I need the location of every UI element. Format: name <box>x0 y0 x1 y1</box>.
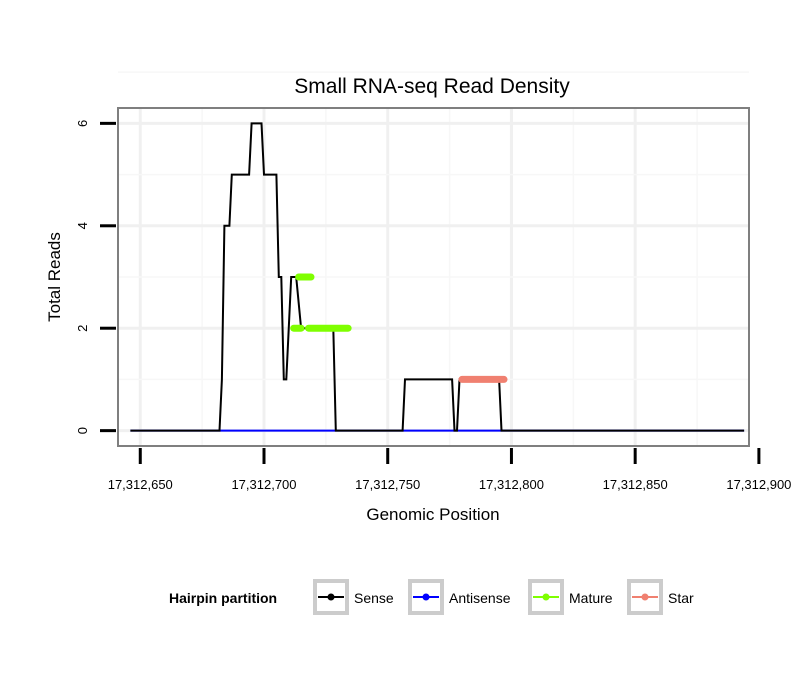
x-tick-label: 17,312,850 <box>603 477 668 492</box>
legend-label: Star <box>668 590 694 606</box>
y-tick-label: 6 <box>75 120 90 127</box>
y-tick-label: 4 <box>75 222 90 229</box>
chart-title: Small RNA-seq Read Density <box>294 75 570 98</box>
legend-key-point <box>422 593 430 601</box>
x-tick-label: 17,312,750 <box>355 477 420 492</box>
grid-lines <box>118 71 749 446</box>
x-axis-title: Genomic Position <box>366 505 499 524</box>
y-axis-title: Total Reads <box>45 232 64 322</box>
axes: 17,312,650 17,312,700 17,312,750 17,312,800… <box>75 120 791 492</box>
legend-key-point <box>542 593 550 601</box>
x-tick-label: 17,312,650 <box>108 477 173 492</box>
legend-key-point <box>327 593 335 601</box>
x-tick-label: 17,312,800 <box>479 477 544 492</box>
legend-item-star: Star <box>627 579 694 615</box>
legend-label: Antisense <box>449 590 511 606</box>
legend-label: Mature <box>569 590 613 606</box>
y-tick-label: 0 <box>75 427 90 434</box>
series-layer <box>130 122 745 432</box>
legend-item-sense: Sense <box>313 579 394 615</box>
y-tick-label: 2 <box>75 325 90 332</box>
sense-line <box>130 122 745 432</box>
panel-border <box>117 107 750 447</box>
x-tick-label: 17,312,900 <box>726 477 791 492</box>
legend-label: Sense <box>354 590 394 606</box>
legend-item-mature: Mature <box>528 579 613 615</box>
legend-item-antisense: Antisense <box>408 579 511 615</box>
legend: Hairpin partition Sense Antisense Mature St… <box>169 579 694 615</box>
x-tick-label: 17,312,700 <box>231 477 296 492</box>
legend-title: Hairpin partition <box>169 590 277 606</box>
legend-key-point <box>641 593 649 601</box>
legend-items: Sense Antisense Mature Star <box>313 579 694 615</box>
